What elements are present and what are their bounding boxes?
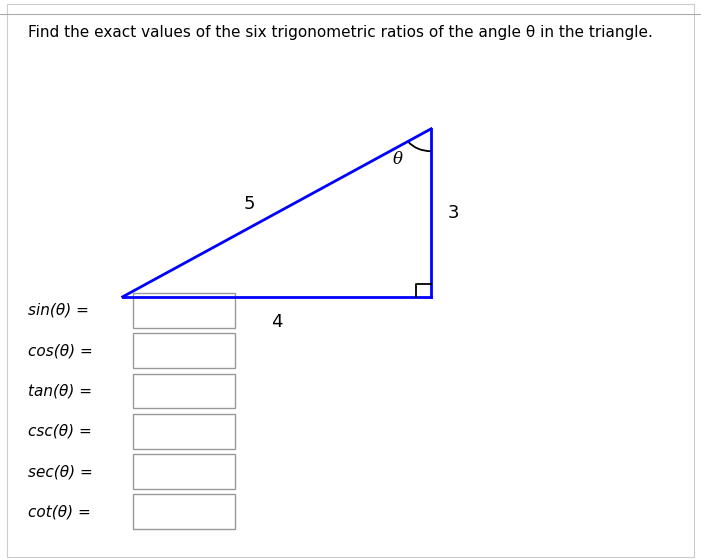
FancyBboxPatch shape xyxy=(133,333,235,368)
Text: cot(θ) =: cot(θ) = xyxy=(28,505,91,519)
Text: θ: θ xyxy=(393,151,402,168)
Text: csc(θ) =: csc(θ) = xyxy=(28,424,92,438)
FancyBboxPatch shape xyxy=(133,494,235,529)
Text: 3: 3 xyxy=(448,204,459,222)
Text: sec(θ) =: sec(θ) = xyxy=(28,464,93,479)
Text: tan(θ) =: tan(θ) = xyxy=(28,384,92,398)
Text: 5: 5 xyxy=(243,195,254,213)
Text: sin(θ) =: sin(θ) = xyxy=(28,303,89,318)
FancyBboxPatch shape xyxy=(133,293,235,328)
Text: 4: 4 xyxy=(271,313,283,331)
FancyBboxPatch shape xyxy=(133,414,235,449)
Text: Find the exact values of the six trigonometric ratios of the angle θ in the tria: Find the exact values of the six trigono… xyxy=(28,25,653,40)
Text: cos(θ) =: cos(θ) = xyxy=(28,343,93,358)
FancyBboxPatch shape xyxy=(133,454,235,489)
FancyBboxPatch shape xyxy=(133,374,235,408)
